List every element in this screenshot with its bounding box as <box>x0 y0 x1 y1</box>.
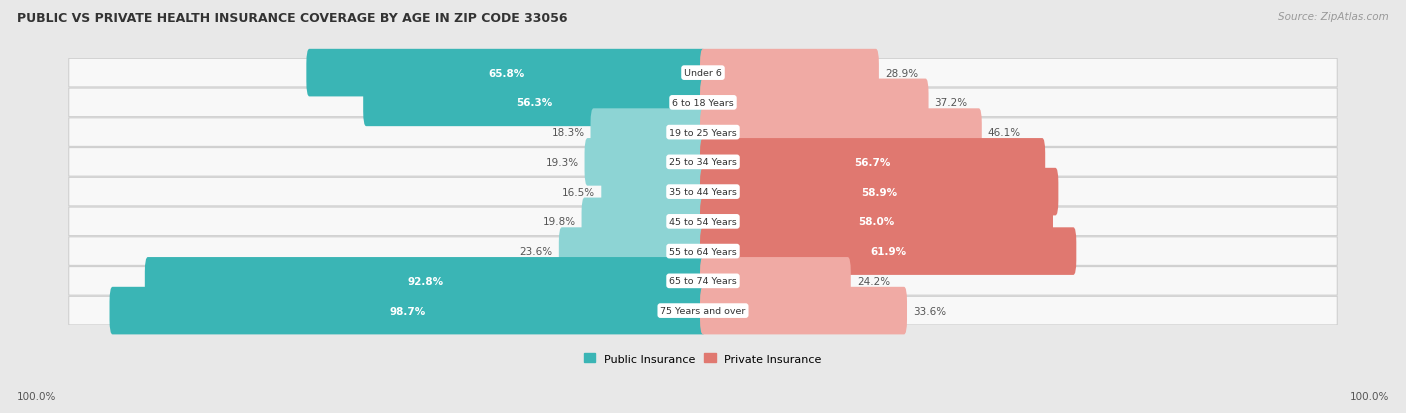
Text: PUBLIC VS PRIVATE HEALTH INSURANCE COVERAGE BY AGE IN ZIP CODE 33056: PUBLIC VS PRIVATE HEALTH INSURANCE COVER… <box>17 12 568 25</box>
Text: 75 Years and over: 75 Years and over <box>661 306 745 316</box>
Text: 35 to 44 Years: 35 to 44 Years <box>669 188 737 197</box>
Text: 6 to 18 Years: 6 to 18 Years <box>672 99 734 108</box>
Text: 16.5%: 16.5% <box>562 187 595 197</box>
Text: 98.7%: 98.7% <box>389 306 426 316</box>
Text: 61.9%: 61.9% <box>870 247 907 256</box>
FancyBboxPatch shape <box>69 59 1337 88</box>
FancyBboxPatch shape <box>700 79 928 127</box>
FancyBboxPatch shape <box>700 287 907 335</box>
FancyBboxPatch shape <box>700 257 851 305</box>
FancyBboxPatch shape <box>145 257 706 305</box>
FancyBboxPatch shape <box>307 50 706 97</box>
FancyBboxPatch shape <box>700 109 981 157</box>
Text: Source: ZipAtlas.com: Source: ZipAtlas.com <box>1278 12 1389 22</box>
FancyBboxPatch shape <box>69 89 1337 117</box>
Text: 56.3%: 56.3% <box>516 98 553 108</box>
FancyBboxPatch shape <box>700 139 1045 186</box>
FancyBboxPatch shape <box>69 148 1337 177</box>
FancyBboxPatch shape <box>585 139 706 186</box>
FancyBboxPatch shape <box>582 198 706 246</box>
FancyBboxPatch shape <box>69 178 1337 206</box>
FancyBboxPatch shape <box>69 208 1337 236</box>
Text: 65 to 74 Years: 65 to 74 Years <box>669 277 737 286</box>
Text: 18.3%: 18.3% <box>551 128 585 138</box>
FancyBboxPatch shape <box>110 287 706 335</box>
FancyBboxPatch shape <box>700 50 879 97</box>
Text: 33.6%: 33.6% <box>912 306 946 316</box>
Text: 28.9%: 28.9% <box>884 69 918 78</box>
Text: 24.2%: 24.2% <box>856 276 890 286</box>
FancyBboxPatch shape <box>363 79 706 127</box>
Text: 45 to 54 Years: 45 to 54 Years <box>669 217 737 226</box>
Legend: Public Insurance, Private Insurance: Public Insurance, Private Insurance <box>579 349 827 368</box>
Text: 23.6%: 23.6% <box>520 247 553 256</box>
FancyBboxPatch shape <box>591 109 706 157</box>
FancyBboxPatch shape <box>69 267 1337 295</box>
Text: 100.0%: 100.0% <box>1350 392 1389 401</box>
Text: 19.3%: 19.3% <box>546 157 578 167</box>
FancyBboxPatch shape <box>700 169 1059 216</box>
Text: 65.8%: 65.8% <box>488 69 524 78</box>
Text: 19 to 25 Years: 19 to 25 Years <box>669 128 737 137</box>
Text: 100.0%: 100.0% <box>17 392 56 401</box>
Text: 46.1%: 46.1% <box>988 128 1021 138</box>
Text: 55 to 64 Years: 55 to 64 Years <box>669 247 737 256</box>
Text: 92.8%: 92.8% <box>408 276 443 286</box>
Text: 58.0%: 58.0% <box>859 217 894 227</box>
Text: Under 6: Under 6 <box>685 69 721 78</box>
Text: 37.2%: 37.2% <box>935 98 967 108</box>
FancyBboxPatch shape <box>69 237 1337 266</box>
FancyBboxPatch shape <box>69 119 1337 147</box>
Text: 19.8%: 19.8% <box>543 217 575 227</box>
Text: 58.9%: 58.9% <box>860 187 897 197</box>
FancyBboxPatch shape <box>602 169 706 216</box>
FancyBboxPatch shape <box>700 198 1053 246</box>
FancyBboxPatch shape <box>69 297 1337 325</box>
Text: 56.7%: 56.7% <box>855 157 891 167</box>
Text: 25 to 34 Years: 25 to 34 Years <box>669 158 737 167</box>
FancyBboxPatch shape <box>700 228 1077 275</box>
FancyBboxPatch shape <box>558 228 706 275</box>
